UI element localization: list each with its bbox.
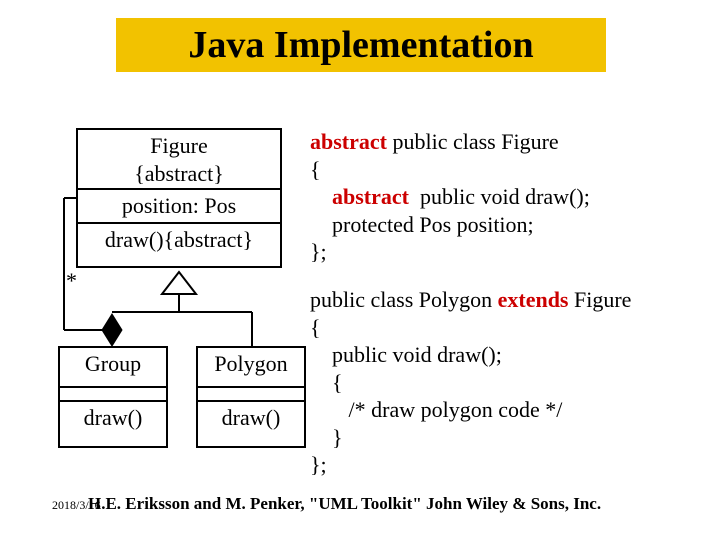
uml-attrs-figure: position: Pos [78,190,280,224]
code-figure: abstract public class Figure { abstract … [310,128,590,266]
uml-ops-figure: draw(){abstract} [78,224,280,258]
slide-title: Java Implementation [116,18,606,72]
multiplicity-star: * [66,268,77,294]
uml-name-polygon: Polygon [198,348,304,388]
code-polygon: public class Polygon extends Figure { pu… [310,286,631,479]
uml-class-figure: Figure{abstract} position: Pos draw(){ab… [76,128,282,268]
citation-text: H.E. Eriksson and M. Penker, "UML Toolki… [88,494,601,514]
uml-ops-group: draw() [60,402,166,440]
uml-class-group: Group draw() [58,346,168,448]
uml-name-group: Group [60,348,166,388]
uml-attrs-polygon [198,388,304,402]
uml-ops-polygon: draw() [198,402,304,440]
uml-name-figure: Figure{abstract} [78,130,280,190]
uml-attrs-group [60,388,166,402]
footer-date: 2018/3/16 [52,498,101,513]
uml-class-polygon: Polygon draw() [196,346,306,448]
